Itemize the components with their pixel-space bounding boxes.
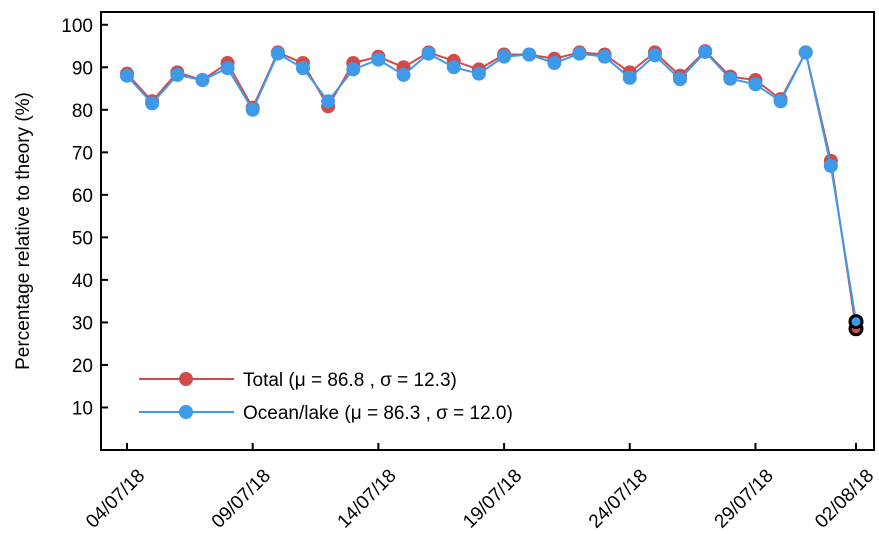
data-point: [698, 44, 713, 59]
y-tick-label-50: 50: [72, 228, 93, 249]
legend-marker-total: [179, 372, 193, 386]
y-tick-label-100: 100: [61, 16, 93, 37]
x-tick-label-14-07-18: 14/07/18: [334, 465, 401, 532]
data-point: [647, 48, 662, 63]
y-tick-label-70: 70: [72, 143, 93, 164]
series-layer: [120, 44, 864, 337]
series-line: [126, 49, 857, 322]
data-point: [270, 46, 285, 61]
data-point: [848, 314, 864, 330]
x-tick-label-02-08-18: 02/08/18: [811, 465, 878, 532]
x-tick-label-09-07-18: 09/07/18: [208, 465, 275, 532]
plot-area-border: [100, 11, 875, 451]
y-tick-label-60: 60: [72, 186, 93, 207]
data-point: [748, 77, 763, 92]
data-point: [371, 52, 386, 67]
y-tick-label-20: 20: [72, 356, 93, 377]
data-point: [673, 72, 688, 87]
data-point: [497, 49, 512, 64]
y-axis-label: Percentage relative to theory (%): [13, 92, 34, 370]
data-point: [120, 68, 134, 83]
legend-label-ocean-lake: Ocean/lake (μ = 86.3 , σ = 12.0): [243, 403, 513, 424]
data-point: [471, 66, 486, 81]
data-point: [547, 56, 562, 71]
y-tick-label-10: 10: [72, 398, 93, 419]
data-point: [446, 60, 461, 75]
data-point: [220, 61, 235, 76]
plot-frame: [100, 11, 875, 451]
data-point: [622, 70, 637, 85]
series-ocean-lake: [120, 44, 864, 330]
data-point: [346, 62, 361, 77]
x-tick-label-24-07-18: 24/07/18: [585, 465, 652, 532]
data-point: [597, 49, 612, 64]
data-point: [170, 67, 185, 82]
y-tick-label-80: 80: [72, 101, 93, 122]
data-point: [321, 94, 336, 109]
data-point: [798, 45, 813, 60]
y-axis: 10 20 30 40 50 60 70 80 90 100: [61, 16, 108, 419]
y-tick-label-90: 90: [72, 58, 93, 79]
legend: Total (μ = 86.8 , σ = 12.3) Ocean/lake (μ…: [139, 370, 513, 424]
y-tick-label-40: 40: [72, 271, 93, 292]
data-point: [522, 47, 537, 62]
data-point: [396, 67, 411, 82]
series-line: [126, 49, 857, 329]
data-point: [195, 73, 210, 88]
x-tick-label-29-07-18: 29/07/18: [711, 465, 778, 532]
data-point: [823, 158, 838, 173]
x-tick-label-04-07-18: 04/07/18: [82, 465, 149, 532]
data-point: [245, 102, 260, 117]
legend-label-total: Total (μ = 86.8 , σ = 12.3): [243, 370, 457, 391]
data-point: [421, 46, 436, 61]
data-point: [572, 46, 587, 61]
data-point: [145, 96, 160, 111]
legend-marker-ocean-lake: [179, 405, 193, 419]
data-point: [773, 94, 788, 109]
y-tick-label-30: 30: [72, 313, 93, 334]
x-axis: 04/07/18 09/07/18 14/07/18 19/07/18 24/07/18…: [82, 443, 878, 533]
data-point: [723, 71, 738, 86]
x-tick-label-19-07-18: 19/07/18: [459, 465, 526, 532]
data-point: [295, 61, 310, 76]
